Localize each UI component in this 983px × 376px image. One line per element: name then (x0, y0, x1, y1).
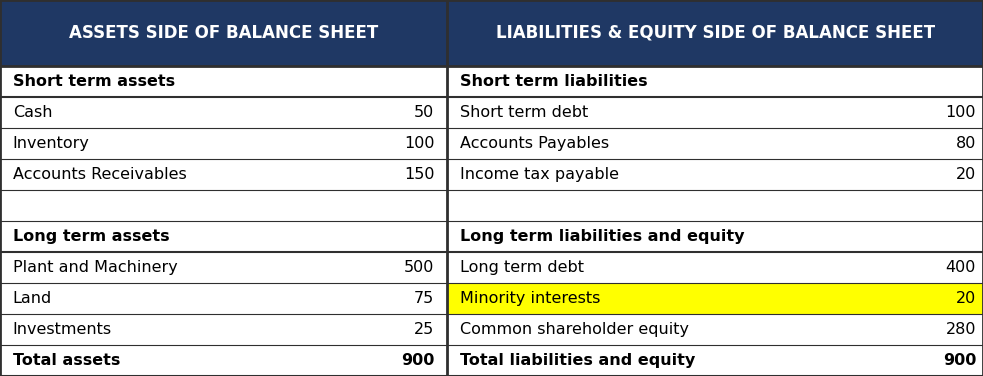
Bar (447, 252, 983, 283)
Text: 150: 150 (404, 167, 434, 182)
Text: Short term assets: Short term assets (13, 74, 175, 89)
Bar (447, 345, 983, 376)
Bar (447, 0, 983, 66)
Bar (447, 221, 983, 252)
Text: Minority interests: Minority interests (460, 291, 601, 306)
Bar (0, 159, 447, 190)
Text: Short term debt: Short term debt (460, 105, 588, 120)
Text: 100: 100 (946, 105, 976, 120)
Text: 280: 280 (946, 322, 976, 337)
Text: Income tax payable: Income tax payable (460, 167, 619, 182)
Text: 20: 20 (955, 291, 976, 306)
Text: 900: 900 (401, 353, 434, 368)
Bar (447, 190, 983, 221)
Bar (0, 252, 447, 283)
Text: 75: 75 (414, 291, 434, 306)
Bar (0, 66, 447, 97)
Text: Inventory: Inventory (13, 136, 89, 151)
Bar (0, 314, 447, 345)
Bar (0, 345, 447, 376)
Text: 25: 25 (414, 322, 434, 337)
Text: Accounts Payables: Accounts Payables (460, 136, 609, 151)
Text: 100: 100 (404, 136, 434, 151)
Bar (447, 283, 983, 314)
Text: 50: 50 (414, 105, 434, 120)
Text: 400: 400 (946, 260, 976, 275)
Bar (0, 283, 447, 314)
Text: LIABILITIES & EQUITY SIDE OF BALANCE SHEET: LIABILITIES & EQUITY SIDE OF BALANCE SHE… (495, 24, 935, 42)
Bar (0, 128, 447, 159)
Bar (447, 97, 983, 128)
Text: 900: 900 (943, 353, 976, 368)
Text: Long term debt: Long term debt (460, 260, 584, 275)
Bar (447, 66, 983, 97)
Text: Accounts Receivables: Accounts Receivables (13, 167, 187, 182)
Bar (0, 0, 447, 66)
Bar (0, 190, 447, 221)
Text: Investments: Investments (13, 322, 112, 337)
Bar (447, 128, 983, 159)
Text: Land: Land (13, 291, 52, 306)
Text: ASSETS SIDE OF BALANCE SHEET: ASSETS SIDE OF BALANCE SHEET (69, 24, 378, 42)
Bar (447, 314, 983, 345)
Text: 20: 20 (955, 167, 976, 182)
Text: Short term liabilities: Short term liabilities (460, 74, 648, 89)
Text: Common shareholder equity: Common shareholder equity (460, 322, 689, 337)
Text: Cash: Cash (13, 105, 52, 120)
Text: 80: 80 (955, 136, 976, 151)
Bar (447, 159, 983, 190)
Text: Total assets: Total assets (13, 353, 120, 368)
Text: 500: 500 (404, 260, 434, 275)
Text: Plant and Machinery: Plant and Machinery (13, 260, 178, 275)
Text: Long term assets: Long term assets (13, 229, 169, 244)
Bar (0, 97, 447, 128)
Bar (0, 221, 447, 252)
Text: Long term liabilities and equity: Long term liabilities and equity (460, 229, 744, 244)
Text: Total liabilities and equity: Total liabilities and equity (460, 353, 695, 368)
